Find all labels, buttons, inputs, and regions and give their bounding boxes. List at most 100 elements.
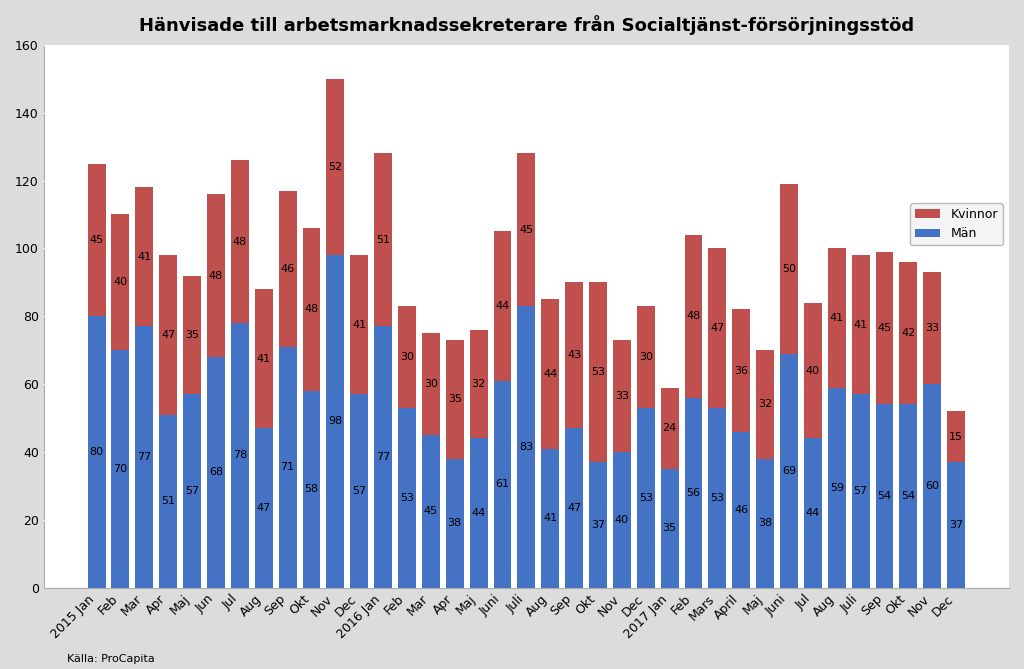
Bar [947,462,966,587]
Bar [565,282,583,428]
Text: 32: 32 [471,379,485,389]
Text: 59: 59 [829,482,844,492]
Bar [135,326,154,587]
Text: 41: 41 [829,313,844,323]
Text: 36: 36 [734,365,749,375]
Text: 47: 47 [257,503,270,513]
Bar [422,435,440,587]
Text: 35: 35 [185,330,199,340]
Bar [947,411,966,462]
Bar [589,462,607,587]
Text: 47: 47 [567,503,582,513]
Text: 54: 54 [878,491,892,501]
Bar [780,354,798,587]
Legend: Kvinnor, Män: Kvinnor, Män [910,203,1002,246]
Bar [494,381,511,587]
Bar [207,194,225,357]
Bar [804,438,822,587]
Bar [112,215,129,350]
Text: 69: 69 [782,466,796,476]
Text: 37: 37 [591,520,605,530]
Text: 53: 53 [639,493,652,503]
Text: 41: 41 [137,252,152,262]
Bar [230,160,249,323]
Bar [899,405,918,587]
Text: 41: 41 [257,354,270,364]
Bar [827,248,846,387]
Text: 44: 44 [543,369,557,379]
Text: 43: 43 [567,351,582,361]
Bar [852,394,869,587]
Text: 78: 78 [232,450,247,460]
Text: 30: 30 [400,352,414,362]
Bar [709,408,726,587]
Bar [660,469,679,587]
Bar [613,340,631,452]
Text: 83: 83 [519,442,534,452]
Text: 57: 57 [185,486,199,496]
Text: 48: 48 [304,304,318,314]
Bar [685,397,702,587]
Bar [398,306,416,408]
Text: 46: 46 [281,264,295,274]
Bar [135,187,154,326]
Bar [517,153,536,306]
Title: Hänvisade till arbetsmarknadssekreterare från Socialtjänst-försörjningsstöd: Hänvisade till arbetsmarknadssekreterare… [139,15,914,35]
Text: 46: 46 [734,504,749,514]
Text: 44: 44 [496,301,510,311]
Text: 48: 48 [232,237,247,247]
Bar [660,387,679,469]
Text: 71: 71 [281,462,295,472]
Text: 57: 57 [854,486,867,496]
Text: 42: 42 [901,328,915,339]
Bar [279,347,297,587]
Bar [445,340,464,459]
Bar [685,235,702,397]
Text: 44: 44 [471,508,485,518]
Text: 33: 33 [926,323,939,333]
Bar [709,248,726,408]
Text: 48: 48 [209,270,223,280]
Text: 33: 33 [614,391,629,401]
Text: 40: 40 [614,515,629,524]
Text: 53: 53 [591,367,605,377]
Text: 52: 52 [329,162,342,172]
Bar [827,387,846,587]
Bar [780,184,798,354]
Bar [756,459,774,587]
Bar [279,191,297,347]
Bar [350,255,369,394]
Text: 68: 68 [209,468,223,477]
Text: 15: 15 [949,432,964,442]
Text: 50: 50 [782,264,796,274]
Bar [350,394,369,587]
Bar [637,408,654,587]
Text: 40: 40 [114,278,128,288]
Text: 47: 47 [711,323,725,333]
Text: 41: 41 [854,320,867,330]
Bar [613,452,631,587]
Text: 53: 53 [400,493,414,503]
Text: 58: 58 [304,484,318,494]
Text: 80: 80 [89,447,103,457]
Bar [112,350,129,587]
Text: 38: 38 [758,518,772,529]
Text: Källa: ProCapita: Källa: ProCapita [67,654,155,664]
Bar [160,415,177,587]
Text: 53: 53 [711,493,724,503]
Bar [327,255,344,587]
Bar [852,255,869,394]
Text: 77: 77 [137,452,152,462]
Bar [183,394,201,587]
Text: 41: 41 [352,320,367,330]
Bar [183,276,201,394]
Text: 54: 54 [901,491,915,501]
Text: 40: 40 [806,365,820,375]
Text: 32: 32 [758,399,772,409]
Bar [804,302,822,438]
Bar [374,153,392,326]
Bar [422,333,440,435]
Text: 61: 61 [496,479,510,489]
Text: 41: 41 [543,513,557,523]
Text: 51: 51 [376,235,390,245]
